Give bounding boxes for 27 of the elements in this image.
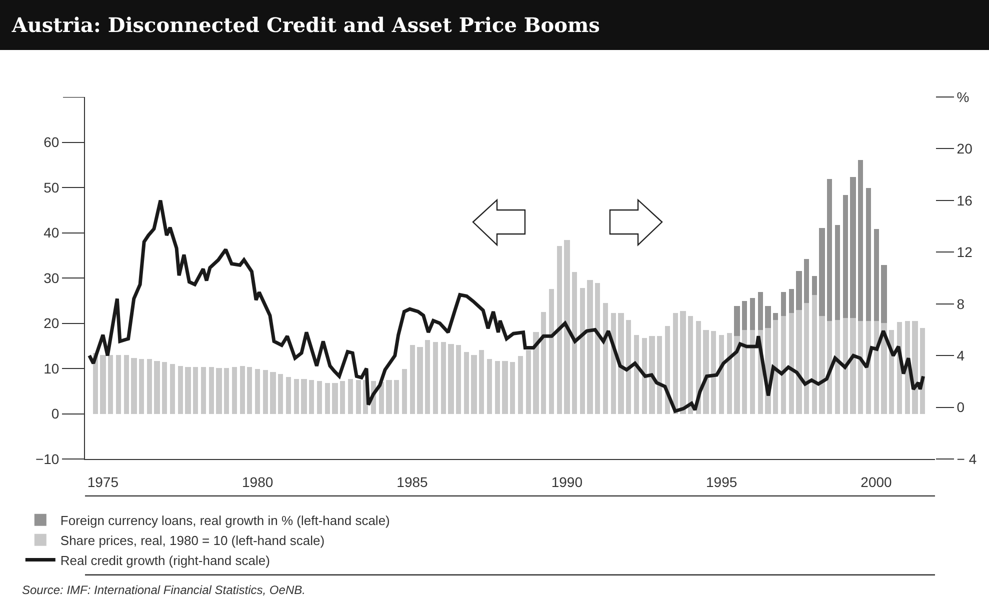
- y-tick-label: 0: [51, 406, 60, 422]
- y-tick-label: 30: [44, 270, 60, 286]
- y-tick-label: 60: [44, 134, 60, 150]
- y2-tick-label: − 4: [956, 450, 977, 467]
- x-tick-label: 1975: [87, 474, 119, 490]
- legend-label: Foreign currency loans, real growth in % (left-hand scale): [60, 512, 390, 528]
- y2-tick-label: 12: [956, 244, 973, 260]
- x-tick-label: 2000: [860, 474, 892, 490]
- y-tick-label: 40: [44, 224, 60, 241]
- x-tick-label: 1995: [706, 474, 738, 490]
- legend-label: Real credit growth (right-hand scale): [60, 552, 270, 568]
- source-note: Source: IMF: International Financial Statistics, OeNB.: [22, 583, 306, 597]
- y2-tick-label: %: [956, 88, 970, 105]
- y-tick-label: 50: [44, 179, 60, 196]
- x-tick-label: 1980: [242, 474, 274, 490]
- x-tick-label: 1985: [396, 474, 428, 490]
- y-tick-label: 10: [44, 360, 60, 376]
- y2-tick-label: 16: [956, 192, 973, 208]
- y2-tick-label: 0: [956, 399, 965, 416]
- y-tick-label: 20: [44, 315, 60, 332]
- legend-label: Share prices, real, 1980 = 10 (left-hand scale): [60, 532, 325, 548]
- y-tick-label: −10: [35, 450, 60, 467]
- y2-tick-label: 8: [956, 296, 965, 312]
- chart-title: Austria: Disconnected Credit and Asset Price Booms: [10, 13, 600, 37]
- y2-tick-label: 20: [956, 140, 973, 157]
- x-tick-label: 1990: [551, 474, 583, 490]
- y2-tick-label: 4: [956, 347, 965, 364]
